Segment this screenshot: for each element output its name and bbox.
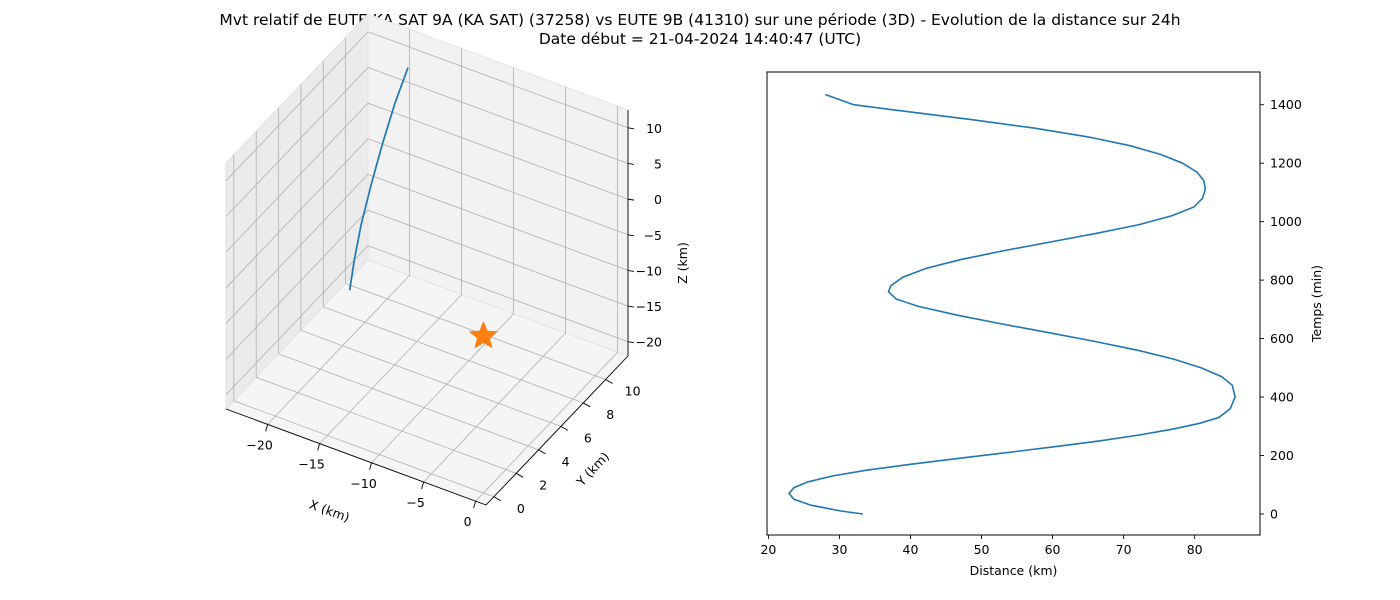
z-grid-line xyxy=(225,173,629,324)
x-tick xyxy=(473,501,477,509)
y-tick-label: 1200 xyxy=(1270,156,1302,171)
y-tick-label: 2 xyxy=(539,477,547,492)
y-tick-label: 1000 xyxy=(1270,214,1302,229)
z-tick xyxy=(627,269,635,272)
x-grid-line xyxy=(319,48,463,444)
z-grid-line xyxy=(225,245,629,395)
z-tick xyxy=(627,127,635,130)
y-tick xyxy=(583,402,591,408)
x-axis-label: X (km) xyxy=(307,497,351,525)
y-grid-line xyxy=(233,154,494,498)
y-tick-label: 1400 xyxy=(1270,97,1302,112)
y-tick xyxy=(605,379,613,384)
y-grid-line xyxy=(345,37,606,380)
distance-time-plot: 20 30 40 50 60 70 800200400600800100012001400 … xyxy=(760,71,1324,578)
x-tick xyxy=(369,462,373,470)
x-tick-label: 80 xyxy=(1187,542,1203,557)
x-axis-line xyxy=(225,408,487,506)
y-grid-line xyxy=(278,107,539,451)
z-tick-label: 5 xyxy=(654,156,662,171)
x-grid-line xyxy=(475,106,618,502)
x-grid-line xyxy=(267,29,411,425)
y-tick-label: 0 xyxy=(1270,506,1278,521)
z-grid-line xyxy=(225,31,629,182)
z-tick-label: 10 xyxy=(646,121,662,136)
distance-curve xyxy=(787,93,1236,515)
x-tick-label: −5 xyxy=(406,495,424,510)
z-tick-label: −20 xyxy=(636,335,662,350)
y-tick-label: 6 xyxy=(584,430,592,445)
z-tick xyxy=(627,163,635,165)
z-tick xyxy=(627,234,635,237)
y-tick-label: 4 xyxy=(562,454,570,469)
figure-title: Mvt relatif de EUTE KA SAT 9A (KA SAT) (… xyxy=(219,11,1180,29)
z-tick xyxy=(627,341,635,344)
y-tick-label: 600 xyxy=(1270,331,1294,346)
y-tick-label: 8 xyxy=(606,407,614,422)
time-axis-label: Temps (min) xyxy=(1309,265,1324,343)
x-tick-label: 70 xyxy=(1116,542,1132,557)
z-tick-label: −5 xyxy=(644,228,662,243)
x-tick xyxy=(317,443,321,451)
z-tick xyxy=(627,198,635,201)
y-tick-label: 10 xyxy=(625,383,641,398)
y-tick xyxy=(493,496,502,502)
y-tick-label: 200 xyxy=(1270,448,1294,463)
z-grid-line xyxy=(225,138,629,289)
y-tick-label: 400 xyxy=(1270,390,1294,405)
y-axis-label: Y (km) xyxy=(573,449,612,490)
x-tick-label: −20 xyxy=(246,437,272,452)
z-tick-label: −15 xyxy=(636,299,662,314)
x-tick-label: −10 xyxy=(350,476,376,491)
y-tick xyxy=(515,472,524,478)
reference-star-marker xyxy=(468,320,498,349)
3d-data xyxy=(348,67,498,349)
x-grid-line xyxy=(371,67,514,464)
figure-subtitle: Date début = 21-04-2024 14:40:47 (UTC) xyxy=(539,30,861,48)
y-axis-line xyxy=(485,355,629,506)
y-tick-label: 0 xyxy=(517,501,525,516)
x-tick-label: 60 xyxy=(1045,542,1061,557)
y-tick-label: 800 xyxy=(1270,273,1294,288)
x-tick-label: 0 xyxy=(464,514,472,529)
z-tick-label: −10 xyxy=(636,263,662,278)
z-grid-line xyxy=(225,209,629,360)
distance-axis-label: Distance (km) xyxy=(970,563,1058,578)
z-axis-label: Z (km) xyxy=(675,242,690,284)
z-tick xyxy=(627,305,635,308)
3d-axes-panes xyxy=(225,12,629,506)
y-grid-line xyxy=(322,60,584,404)
z-grid-line xyxy=(225,67,629,217)
x-tick-label: 30 xyxy=(832,542,848,557)
x-tick xyxy=(421,481,425,490)
z-grid-line xyxy=(225,102,629,253)
plot-frame xyxy=(766,71,1261,536)
y-grid-line xyxy=(300,84,562,427)
x-tick-label: 50 xyxy=(974,542,990,557)
trajectory-line xyxy=(348,67,409,291)
x-tick-label: 40 xyxy=(903,542,919,557)
x-grid-line xyxy=(423,87,566,483)
y-tick xyxy=(560,426,569,431)
z-tick-label: 0 xyxy=(654,192,662,207)
x-tick xyxy=(265,424,269,432)
3d-grid xyxy=(225,29,629,502)
x-tick-label: 20 xyxy=(760,542,776,557)
y-grid-line xyxy=(255,131,517,474)
x-tick-label: −15 xyxy=(298,457,324,472)
y-tick xyxy=(538,449,546,455)
